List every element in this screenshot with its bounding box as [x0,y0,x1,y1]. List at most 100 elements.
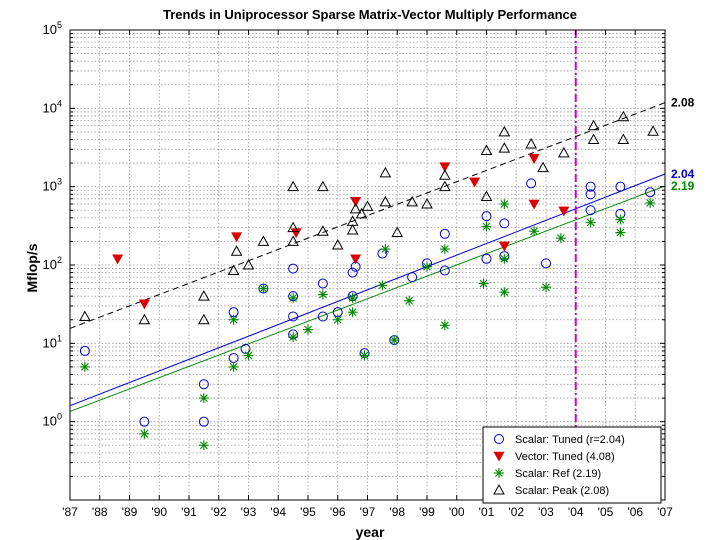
x-tick-label: '07 [657,505,673,519]
x-tick-label: '00 [449,505,465,519]
data-point [439,180,451,192]
data-point [498,125,511,137]
data-point [332,314,343,325]
legend-marker [494,434,504,444]
data-point [480,144,493,155]
data-point [555,233,566,244]
data-point [377,280,388,291]
trend-line-label: 2.19 [671,179,695,193]
y-tick-label: 102 [43,255,62,272]
data-point [528,154,540,164]
data-point [421,198,433,209]
data-point [439,320,450,331]
data-point [645,187,656,198]
x-tick-label: '06 [627,505,643,519]
trend-line [69,185,666,412]
data-point [317,311,328,322]
data-point [138,313,151,325]
data-point [439,228,450,239]
x-tick-label: '90 [151,505,167,519]
axes: '87 '88 '89 '90 '91 '92 '93 '94 '95 '96 '97 '98 '99 '… [43,20,674,519]
data-point [615,227,626,238]
data-point [380,244,391,255]
data-point [288,311,299,322]
data-point [198,313,210,325]
data-point [529,226,540,237]
data-point [288,292,299,303]
data-point [481,253,492,264]
legend: Scalar: Tuned (r=2.04) Vector: Tuned (4.0… [482,426,662,504]
data-point [481,221,492,232]
data-point [528,199,540,210]
data-point [227,264,240,276]
data-point [359,350,370,361]
trend-line-label: 2.08 [671,96,695,110]
data-point [391,226,404,237]
y-axis-label: Mflop/s [24,243,40,292]
x-tick-label: '98 [389,505,405,519]
data-point [290,228,302,239]
data-point [585,181,596,192]
data-point [615,214,626,225]
data-point [585,205,596,216]
data-point [198,416,209,427]
y-tick-label: 105 [43,20,62,37]
data-point [541,282,551,293]
legend-box [482,426,662,504]
data-point [647,125,659,136]
x-tick-label: '95 [300,505,316,519]
legend-marker [493,483,505,495]
data-point [439,162,451,173]
y-tick-label: 101 [43,333,62,350]
y-tick-label: 104 [43,98,62,115]
x-tick-label: '96 [330,505,346,519]
data-point [350,197,362,207]
x-tick-label: '01 [479,505,495,519]
data-point [404,295,415,306]
data-point [198,290,210,301]
data-point [228,361,239,372]
data-point [139,416,150,427]
chart-title: Trends in Uniprocessor Sparse Matrix-Vec… [163,7,577,22]
x-tick-label: '93 [241,505,257,519]
data-point [439,244,450,255]
data-point [645,197,656,208]
data-point [287,221,299,233]
data-point [498,142,511,153]
data-point [79,361,90,372]
data-point [317,289,328,300]
data-point [541,258,551,269]
legend-marker [493,451,505,462]
data-point [228,352,239,363]
data-point [303,324,313,335]
data-point [406,195,418,207]
data-point [243,350,254,361]
data-point [439,169,451,180]
data-point [361,200,374,211]
y-tick-label: 103 [43,177,62,194]
data-point [478,278,489,289]
data-point [355,207,368,219]
data-point [587,119,600,131]
data-point [481,211,492,222]
data-point [617,133,630,145]
data-point [499,199,510,210]
data-point [469,177,481,188]
data-point [617,110,630,122]
data-point [317,278,328,289]
x-tick-label: '91 [181,505,197,519]
data-point [79,345,90,356]
data-point [228,314,239,325]
data-point [537,161,549,173]
data-point [198,393,209,404]
data-point [587,133,600,145]
x-tick-label: '92 [211,505,227,519]
data-point [499,253,510,264]
trend-line-label: 2.04 [671,167,695,181]
trend-line [69,102,666,329]
data-point [288,263,299,274]
data-point [231,232,243,243]
data-point [480,190,493,201]
data-point [287,235,299,246]
data-point [558,146,570,158]
